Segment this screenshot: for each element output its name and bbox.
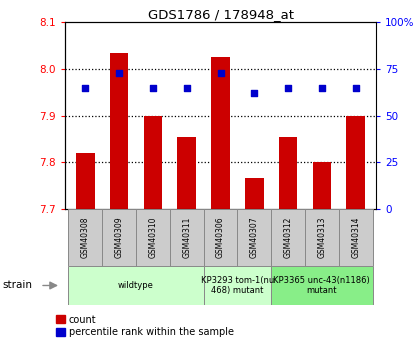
Point: [285, 85, 291, 90]
Bar: [102, 209, 136, 266]
Text: GSM40310: GSM40310: [148, 216, 158, 258]
Point: [82, 85, 89, 90]
Text: KP3365 unc-43(n1186)
mutant: KP3365 unc-43(n1186) mutant: [273, 276, 370, 295]
Bar: [68, 209, 102, 266]
Bar: [110, 53, 129, 209]
Point: [352, 85, 359, 90]
Bar: [305, 209, 339, 266]
Bar: [204, 209, 237, 266]
Bar: [245, 178, 264, 209]
Point: [184, 85, 190, 90]
Point: [150, 85, 156, 90]
Point: [318, 85, 325, 90]
Point: [217, 70, 224, 76]
Bar: [204, 266, 271, 305]
Bar: [68, 266, 204, 305]
Text: GSM40311: GSM40311: [182, 217, 191, 258]
Legend: count, percentile rank within the sample: count, percentile rank within the sample: [55, 314, 235, 338]
Text: GSM40309: GSM40309: [115, 216, 123, 258]
Bar: [312, 162, 331, 209]
Point: [116, 70, 123, 76]
Bar: [346, 116, 365, 209]
Bar: [136, 209, 170, 266]
Text: GSM40313: GSM40313: [318, 216, 326, 258]
Point: [251, 90, 257, 96]
Bar: [177, 137, 196, 209]
Bar: [271, 266, 373, 305]
Text: GSM40306: GSM40306: [216, 216, 225, 258]
Bar: [279, 137, 297, 209]
Text: GSM40312: GSM40312: [284, 217, 293, 258]
Bar: [211, 57, 230, 209]
Text: GSM40307: GSM40307: [250, 216, 259, 258]
Text: wildtype: wildtype: [118, 281, 154, 290]
Title: GDS1786 / 178948_at: GDS1786 / 178948_at: [147, 8, 294, 21]
Text: KP3293 tom-1(nu
468) mutant: KP3293 tom-1(nu 468) mutant: [201, 276, 274, 295]
Bar: [339, 209, 373, 266]
Text: GSM40308: GSM40308: [81, 216, 90, 258]
Bar: [170, 209, 204, 266]
Bar: [271, 209, 305, 266]
Bar: [76, 153, 94, 209]
Text: strain: strain: [2, 280, 32, 290]
Bar: [237, 209, 271, 266]
Bar: [144, 116, 162, 209]
Text: GSM40314: GSM40314: [351, 216, 360, 258]
